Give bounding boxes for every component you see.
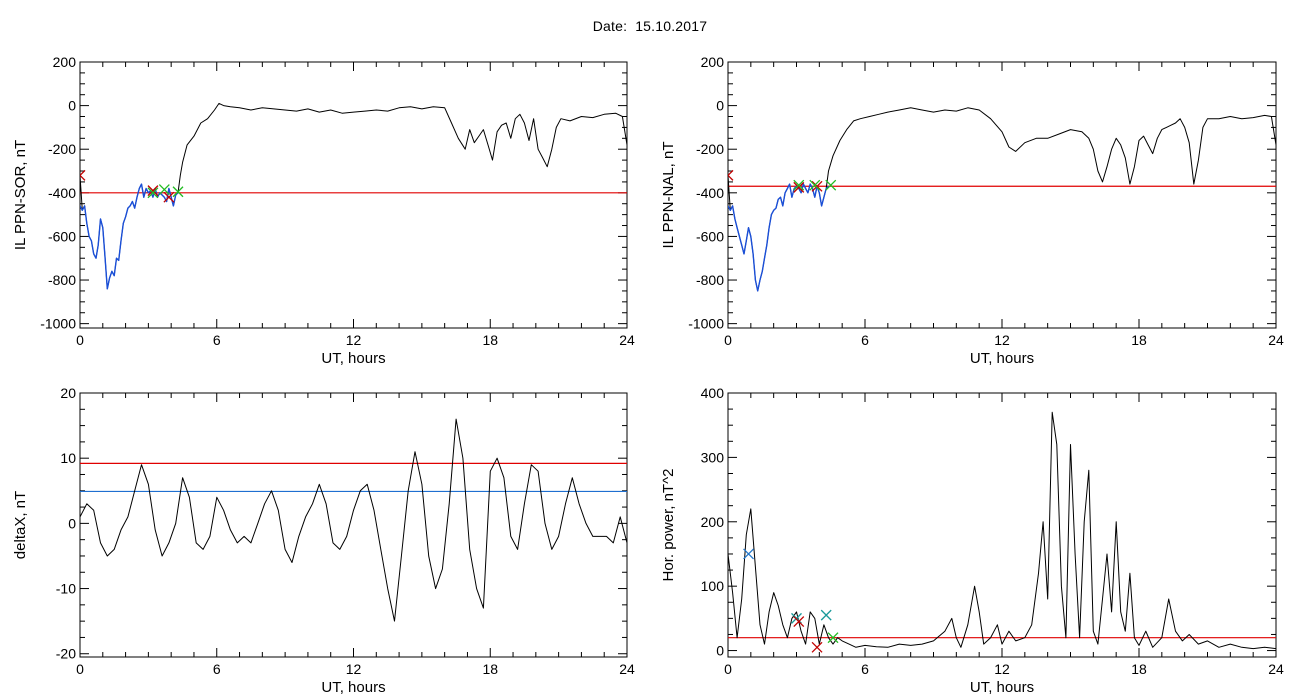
marker-red — [147, 185, 159, 197]
marker-green — [147, 187, 159, 199]
marker-teal — [820, 609, 832, 621]
plot-area — [728, 107, 1276, 292]
y-tick-label: 0 — [68, 98, 76, 114]
y-tick-label: 20 — [60, 385, 76, 401]
marker-green — [827, 632, 839, 644]
x-tick-label: 18 — [1131, 661, 1147, 677]
chart-deltax: 0 6 12 18 24 -20 -10 0 10 20 UT, hours deltaX, nT — [12, 385, 635, 696]
marker-teal — [791, 612, 802, 624]
x-tick-label: 18 — [1131, 332, 1147, 348]
marker-red — [80, 169, 86, 181]
marker-red — [811, 641, 823, 653]
chart-il-nal: 0 6 12 18 24 -1000 -800 -600 -400 -200 0 200 UT, hou… — [660, 54, 1284, 367]
y-axis-title: deltaX, nT — [12, 491, 29, 559]
y-tick-label: 200 — [53, 54, 77, 70]
x-tick-label: 24 — [1268, 661, 1284, 677]
x-tick-label: 0 — [724, 332, 732, 348]
x-tick-label: 12 — [346, 661, 362, 677]
marker-green — [172, 186, 184, 198]
date-label: Date: — [592, 18, 628, 34]
x-axis-title: UT, hours — [321, 350, 385, 367]
y-tick-label: -10 — [56, 581, 76, 597]
chart-il-sor: 0 6 12 18 24 -1000 -800 -600 -400 -200 0 200 UT, hou… — [12, 54, 635, 367]
x-tick-label: 24 — [619, 661, 635, 677]
marker-red — [163, 191, 175, 203]
marker-red — [793, 616, 805, 628]
y-tick-label: -200 — [48, 141, 76, 157]
series-line-black — [80, 418, 627, 622]
series-line-black — [728, 411, 1276, 650]
y-tick-label: -400 — [48, 185, 76, 201]
series-line-black — [80, 102, 627, 290]
x-axis-title: UT, hours — [970, 350, 1034, 367]
y-tick-label: 300 — [701, 449, 725, 465]
series-line-black — [728, 107, 1276, 292]
y-tick-label: -20 — [56, 646, 76, 662]
marker-red — [728, 169, 734, 181]
x-tick-label: 6 — [861, 661, 869, 677]
series-line-blue — [80, 183, 179, 290]
x-tick-label: 12 — [346, 332, 362, 348]
x-tick-label: 12 — [994, 332, 1010, 348]
y-tick-label: -200 — [696, 141, 724, 157]
x-axis-title: UT, hours — [321, 679, 385, 696]
plot-frame — [727, 61, 1277, 329]
plot-area — [80, 102, 627, 290]
x-tick-label: 24 — [619, 332, 635, 348]
y-tick-label: 100 — [701, 578, 725, 594]
y-tick-label: -800 — [696, 272, 724, 288]
date-value: 15.10.2017 — [635, 18, 708, 34]
y-tick-label: -800 — [48, 272, 76, 288]
x-tick-label: 24 — [1268, 332, 1284, 348]
plot-area — [728, 411, 1276, 653]
y-tick-label: -600 — [48, 228, 76, 244]
plot-area — [80, 418, 627, 622]
y-tick-label: -1000 — [40, 316, 76, 332]
y-tick-label: 10 — [60, 450, 76, 466]
x-tick-label: 6 — [213, 661, 221, 677]
marker-red — [793, 181, 805, 193]
marker-red — [811, 180, 823, 192]
marker-blue — [743, 548, 755, 560]
figure-title: Date: 15.10.2017 — [0, 18, 1300, 34]
y-axis-title: IL PPN-NAL, nT — [660, 142, 677, 249]
x-tick-label: 6 — [861, 332, 869, 348]
x-axis-title: UT, hours — [970, 679, 1034, 696]
marker-green — [793, 179, 805, 191]
series-line-blue — [728, 183, 829, 292]
y-tick-label: 0 — [716, 98, 724, 114]
x-tick-label: 18 — [482, 332, 498, 348]
marker-green — [825, 179, 837, 191]
y-tick-label: 200 — [701, 54, 725, 70]
x-tick-label: 0 — [724, 661, 732, 677]
y-tick-label: -400 — [696, 185, 724, 201]
y-tick-label: 200 — [701, 514, 725, 530]
plot-frame — [727, 392, 1277, 658]
x-tick-label: 0 — [76, 332, 84, 348]
marker-green — [809, 179, 821, 191]
y-tick-label: 0 — [68, 515, 76, 531]
x-tick-label: 6 — [213, 332, 221, 348]
y-tick-label: 400 — [701, 385, 725, 401]
y-tick-label: 0 — [716, 643, 724, 659]
x-tick-label: 18 — [482, 661, 498, 677]
x-tick-label: 0 — [76, 661, 84, 677]
y-tick-label: -1000 — [688, 316, 724, 332]
marker-green — [158, 184, 170, 196]
y-tick-label: -600 — [696, 228, 724, 244]
y-axis-title: Hor. power, nT^2 — [660, 469, 677, 582]
x-tick-label: 12 — [994, 661, 1010, 677]
chart-hor-power: 0 6 12 18 24 0 100 200 300 400 UT, hours Hor. power… — [660, 385, 1284, 696]
y-axis-title: IL PPN-SOR, nT — [12, 140, 29, 250]
